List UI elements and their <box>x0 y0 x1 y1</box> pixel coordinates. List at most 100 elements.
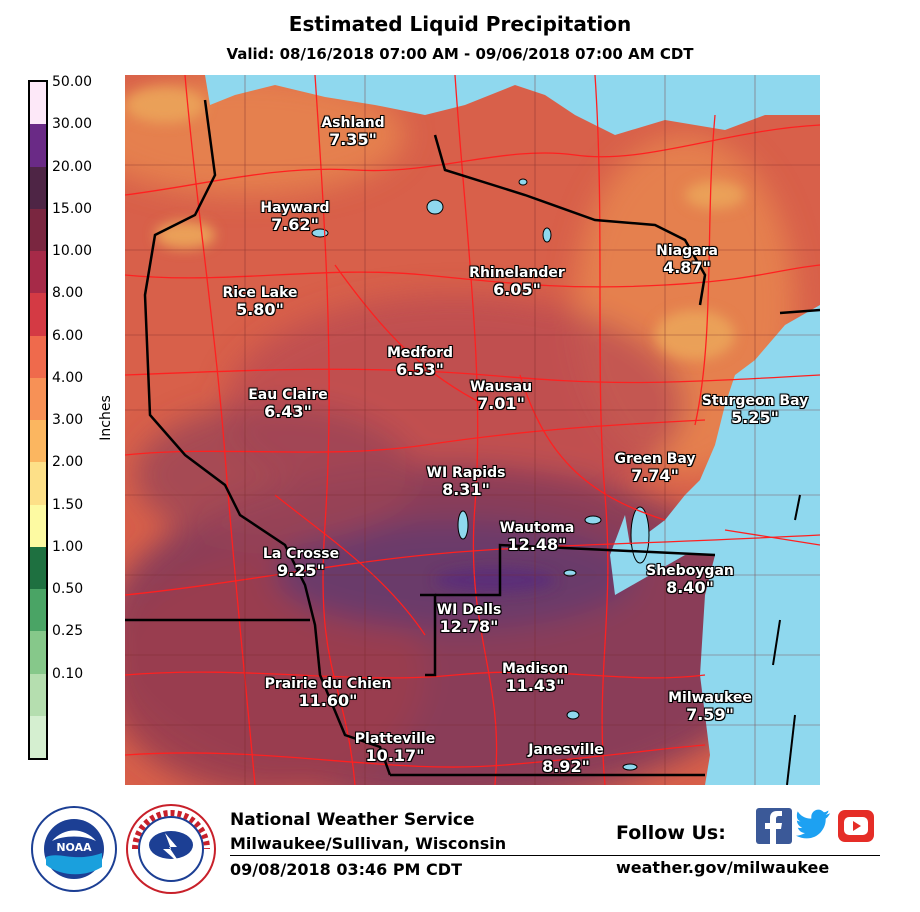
legend-tick-label: 8.00 <box>52 285 84 302</box>
city-label-sturgeon-bay: Sturgeon Bay 5.25" <box>702 393 808 426</box>
county-borders <box>125 75 820 785</box>
city-name: Ashland <box>321 115 385 131</box>
legend-tick-label: 30.00 <box>52 116 93 133</box>
city-precip-value: 8.40" <box>666 578 714 597</box>
lake-michigan <box>610 305 820 785</box>
legend-swatch <box>30 82 46 125</box>
lake-mi-boundary <box>779 308 820 315</box>
forecast-area-border <box>435 543 716 597</box>
precip-dry-patch-1 <box>155 221 215 249</box>
legend-tick-label: 15.00 <box>52 200 93 217</box>
city-label-janesville: Janesville 8.92" <box>528 742 603 775</box>
city-name: La Crosse <box>262 546 340 562</box>
city-label-ashland: Ashland 7.35" <box>321 115 384 148</box>
lake-superior <box>125 75 820 135</box>
wi-mi-border <box>433 134 707 306</box>
city-label-prairie-du-chien: Prairie du Chien 11.60" <box>265 676 392 709</box>
legend-swatch <box>30 251 46 294</box>
city-precip-value: 6.53" <box>396 360 444 379</box>
legend-swatch <box>30 208 46 251</box>
city-label-rhinelander: Rhinelander 6.05" <box>469 265 565 298</box>
precip-max-core <box>435 568 555 592</box>
map-graphic <box>125 75 820 785</box>
city-name: Wautoma <box>499 520 575 536</box>
legend-swatch <box>30 462 46 505</box>
legend-tick-label: 0.25 <box>52 623 84 640</box>
city-precip-value: 5.25" <box>731 408 779 427</box>
legend-tick-label: 0.50 <box>52 581 84 597</box>
city-name: Wausau <box>469 379 533 395</box>
city-precip-value: 5.80" <box>236 300 284 319</box>
forecast-area-west <box>420 593 437 677</box>
legend-tick-label: 4.00 <box>52 369 84 386</box>
follow-us-label: Follow Us: <box>616 822 726 844</box>
lake-shawano <box>584 515 602 525</box>
city-precip-value: 7.59" <box>686 705 734 724</box>
city-name: WI Dells <box>436 602 502 618</box>
precip-west-central <box>135 405 415 545</box>
legend-swatch <box>30 504 46 547</box>
city-name: Medford <box>386 345 454 361</box>
city-precip-value: 10.17" <box>365 746 425 765</box>
city-precip-value: 7.35" <box>329 130 377 149</box>
city-precip-value: 11.43" <box>505 676 565 695</box>
state-borders <box>125 99 820 777</box>
noaa-logo-text: NOAA <box>56 841 92 854</box>
legend-swatch <box>30 335 46 378</box>
city-precip-value: 8.31" <box>442 480 490 499</box>
city-precip-value: 12.48" <box>507 535 567 554</box>
lake-koshkonong <box>622 763 638 771</box>
twitter-icon[interactable] <box>796 806 832 842</box>
legend-swatch <box>30 166 46 209</box>
lake-dividers <box>772 494 801 785</box>
city-name: Eau Claire <box>248 387 328 403</box>
city-label-wi-rapids: WI Rapids 8.31" <box>427 465 506 498</box>
city-precip-value: 7.74" <box>631 466 679 485</box>
legend-swatch <box>30 673 46 716</box>
city-label-wautoma: Wautoma 12.48" <box>500 520 575 553</box>
city-precip-value: 8.92" <box>542 757 590 776</box>
youtube-icon[interactable] <box>838 808 874 844</box>
office-name: National Weather Service <box>230 810 475 830</box>
city-name: Platteville <box>354 731 436 747</box>
city-name: Sheboygan <box>646 563 734 579</box>
legend-swatch <box>30 377 46 420</box>
lake-petenwell <box>457 510 469 540</box>
legend-units-label: Inches <box>98 395 114 441</box>
wi-mn-border <box>143 99 392 776</box>
city-name: WI Rapids <box>426 465 506 481</box>
city-label-green-bay: Green Bay 7.74" <box>614 451 695 484</box>
precip-dry-patch-2 <box>125 87 205 123</box>
legend-tick-label: 6.00 <box>52 327 84 344</box>
legend-swatch <box>30 124 46 167</box>
legend-swatch <box>30 420 46 463</box>
legend-tick-label: 10.00 <box>52 243 93 259</box>
city-label-niagara: Niagara 4.87" <box>656 243 718 276</box>
city-label-rice-lake: Rice Lake 5.80" <box>222 285 297 318</box>
lake-poygan <box>563 569 577 577</box>
office-location: Milwaukee/Sullivan, Wisconsin <box>230 834 507 853</box>
valid-period: Valid: 08/16/2018 07:00 AM - 09/06/2018 … <box>226 45 694 63</box>
city-label-la-crosse: La Crosse 9.25" <box>263 546 339 579</box>
city-label-wi-dells: WI Dells 12.78" <box>437 602 502 635</box>
city-name: Hayward <box>260 200 330 216</box>
lake-mendota <box>566 710 580 720</box>
noaa-logo: NOAA <box>31 806 117 892</box>
nws-logo <box>126 804 216 894</box>
city-label-eau-claire: Eau Claire 6.43" <box>248 387 328 420</box>
city-label-platteville: Platteville 10.17" <box>355 731 435 764</box>
city-name: Janesville <box>528 742 604 758</box>
legend-swatch <box>30 715 46 758</box>
website-link[interactable]: weather.gov/milwaukee <box>616 858 830 877</box>
city-precip-value: 7.62" <box>271 215 319 234</box>
legend-tick-label: 0.10 <box>52 665 84 682</box>
precipitation-map[interactable]: Ashland 7.35" Hayward 7.62" Rice Lake 5.80" Rh… <box>125 75 820 785</box>
city-precip-value: 11.60" <box>298 691 358 710</box>
city-label-sheboygan: Sheboygan 8.40" <box>646 563 734 596</box>
lake-north-1 <box>518 178 528 186</box>
facebook-icon[interactable] <box>756 808 792 844</box>
city-name: Madison <box>501 661 569 677</box>
city-precip-value: 12.78" <box>439 617 499 636</box>
city-label-medford: Medford 6.53" <box>387 345 453 378</box>
legend-tick-label: 50.00 <box>52 74 93 90</box>
